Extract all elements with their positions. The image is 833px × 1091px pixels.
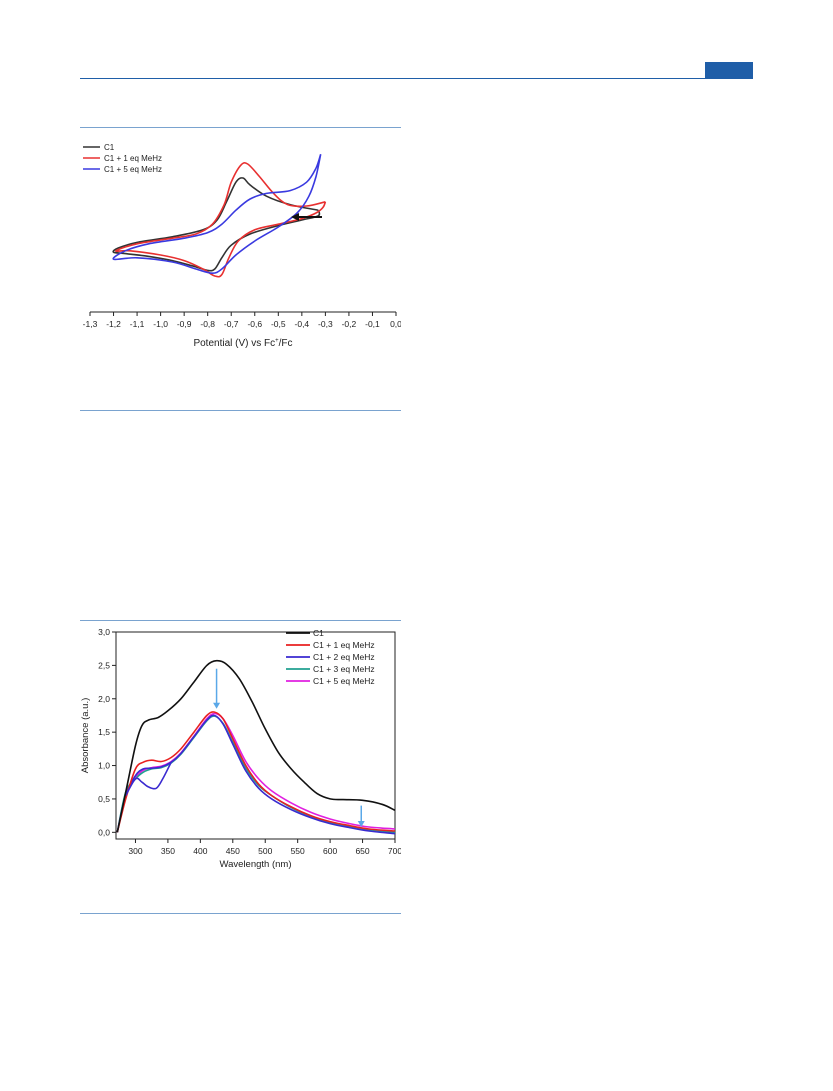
cv-series-3 — [112, 153, 322, 275]
decrease-arrow-648nm — [357, 805, 365, 827]
legend-label: C1 + 2 eq MeHz — [313, 652, 375, 662]
x-tick-label: -0,7 — [224, 319, 239, 329]
x-tick-label: -0,1 — [365, 319, 380, 329]
x-tick-label: 600 — [323, 846, 337, 856]
y-tick-label: 2,0 — [98, 694, 110, 704]
x-tick-label: 350 — [161, 846, 175, 856]
figure-1-cv-panel: -1,3 -1,2 -1,1 -1,0 -0,9 -0,8 -0,7 -0,6 -0,5 -0,4… — [80, 128, 401, 410]
y-tick-label: 0,5 — [98, 794, 110, 804]
legend-label: C1 + 1 eq MeHz — [313, 640, 375, 650]
x-tick-label: 650 — [355, 846, 369, 856]
page-number-badge — [705, 62, 753, 78]
figure-1-top-rule — [80, 127, 401, 128]
x-tick-label: 500 — [258, 846, 272, 856]
y-tick-label: 1,5 — [98, 727, 110, 737]
figure-1-bottom-rule — [80, 410, 401, 411]
uv-vis-absorbance-chart: 300 350 400 450 500 550 600 650 700 0,0 0,5 1,0 1,5 2… — [80, 627, 401, 870]
x-tick-label: 300 — [128, 846, 142, 856]
y-tick-label: 2,5 — [98, 660, 110, 670]
y-axis-label: Absorbance (a.u.) — [80, 698, 91, 774]
x-tick-label: -0,8 — [200, 319, 215, 329]
x-tick-label: -1,1 — [130, 319, 145, 329]
legend-label: C1 + 5 eq MeHz — [104, 165, 162, 174]
absorbance-series-1 — [116, 659, 396, 833]
x-tick-label: -0,6 — [247, 319, 262, 329]
x-tick-label: -1,2 — [106, 319, 121, 329]
cv-series-1 — [112, 177, 321, 272]
cv-series-2 — [115, 162, 327, 278]
x-tick-label: 450 — [226, 846, 240, 856]
legend-label: C1 — [313, 628, 324, 638]
absorbance-series-3 — [116, 714, 396, 835]
plot-frame — [115, 631, 396, 840]
x-axis-label: Potential (V) vs Fc+/Fc — [193, 338, 292, 349]
x-tick-label: -1,3 — [83, 319, 98, 329]
scan-direction-arrow — [291, 213, 322, 221]
decrease-arrow-425nm — [213, 668, 221, 709]
legend-label: C1 + 3 eq MeHz — [313, 664, 375, 674]
y-tick-label: 1,0 — [98, 761, 110, 771]
x-tick-label: 400 — [193, 846, 207, 856]
x-tick-label: 0,0 — [390, 319, 401, 329]
x-tick-label: -0,3 — [318, 319, 333, 329]
cyclic-voltammogram-chart: -1,3 -1,2 -1,1 -1,0 -0,9 -0,8 -0,7 -0,6 -0,5 -0,4… — [83, 143, 401, 349]
x-tick-label: 700 — [388, 846, 401, 856]
absorbance-series-2 — [116, 711, 396, 833]
x-tick-label: -0,9 — [177, 319, 192, 329]
header-rule — [80, 78, 753, 79]
legend-label: C1 + 1 eq MeHz — [104, 154, 162, 163]
absorbance-series-6 — [125, 761, 172, 797]
legend-label: C1 + 5 eq MeHz — [313, 676, 375, 686]
x-tick-label: -0,5 — [271, 319, 286, 329]
x-tick-label: -0,2 — [342, 319, 357, 329]
legend: C1 C1 + 1 eq MeHz C1 + 5 eq MeHz — [83, 143, 162, 174]
y-tick-label: 3,0 — [98, 627, 110, 637]
figure-2-uvvis-panel: 300 350 400 450 500 550 600 650 700 0,0 0,5 1,0 1,5 2… — [80, 621, 401, 913]
x-tick-label: -1,0 — [153, 319, 168, 329]
legend-label: C1 — [104, 143, 115, 152]
y-tick-label: 0,0 — [98, 827, 110, 837]
legend: C1 C1 + 1 eq MeHz C1 + 2 eq MeHz C1 + 3 eq … — [286, 628, 375, 686]
x-tick-label: 550 — [291, 846, 305, 856]
x-axis-label: Wavelength (nm) — [220, 859, 292, 870]
absorbance-series-5 — [116, 712, 396, 833]
figure-2-top-rule — [80, 620, 401, 621]
x-tick-label: -0,4 — [295, 319, 310, 329]
absorbance-series-4 — [116, 715, 396, 834]
figure-2-bottom-rule — [80, 913, 401, 914]
